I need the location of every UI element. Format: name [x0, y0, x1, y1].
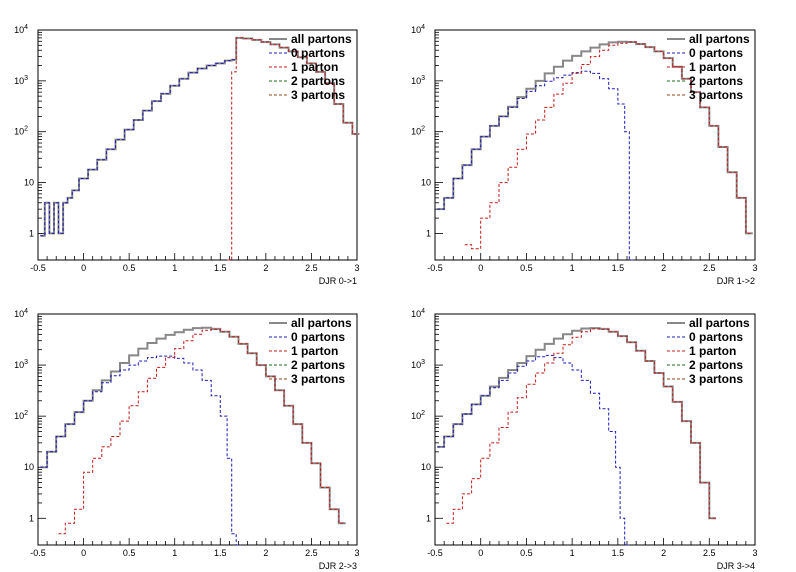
chart-panel-4: -0.5 0 0.5 1 1.5 2 2.5 3 1 10 102 103 104 DJR 3->4 all…: [411, 308, 757, 571]
x-tick-label: 1.5: [612, 548, 625, 558]
legend-label-all: all partons: [689, 316, 750, 330]
y-tick-label: 103: [14, 75, 28, 86]
y-tick-label: 102: [14, 410, 28, 421]
x-tick-label: 0: [81, 548, 86, 558]
legend-label-p3: 3 partons: [689, 372, 743, 386]
x-tick-label: 0.5: [520, 263, 533, 273]
x-tick-label: -0.5: [30, 263, 46, 273]
series-p1-line: [446, 328, 717, 524]
x-tick-label: -0.5: [30, 548, 46, 558]
x-tick-label: 1: [172, 548, 177, 558]
y-tick-label: 10: [421, 462, 431, 472]
legend-label-p2: 2 partons: [689, 358, 743, 372]
legend-label-p3: 3 partons: [291, 372, 345, 386]
series-p1-line: [58, 328, 346, 535]
x-axis-title: DJR 0->1: [319, 276, 357, 286]
x-tick-label: 1: [570, 548, 575, 558]
x-tick-label: 3: [752, 548, 757, 558]
y-tick-label: 102: [14, 126, 28, 137]
legend-label-p0: 0 partons: [689, 46, 743, 60]
y-tick-label: 103: [411, 359, 425, 370]
x-tick-label: 0: [478, 263, 483, 273]
x-axis-title: DJR 2->3: [319, 561, 357, 571]
legend-label-p2: 2 partons: [291, 74, 345, 88]
series-p0-line: [437, 354, 630, 546]
x-axis-title: DJR 1->2: [717, 276, 755, 286]
legend-label-all: all partons: [291, 316, 352, 330]
y-tick-label: 104: [411, 308, 425, 319]
legend-label-p1: 1 parton: [689, 60, 736, 74]
series-p0-line: [40, 59, 237, 237]
plot-frame: [37, 29, 358, 261]
legend-label-p3: 3 partons: [291, 88, 345, 102]
y-tick-label: 104: [14, 24, 28, 35]
x-tick-label: 3: [752, 263, 757, 273]
series-p1-line: [464, 41, 753, 250]
plot-frame: [37, 313, 358, 546]
y-tick-label: 103: [411, 75, 425, 86]
chart-panel-2: -0.5 0 0.5 1 1.5 2 2.5 3 1 10 102 103 104 DJR 1->2 all…: [411, 24, 757, 286]
series-p1-line: [227, 37, 360, 261]
y-tick-label: 10: [24, 178, 34, 188]
legend-label-p3: 3 partons: [689, 88, 743, 102]
y-tick-label: 102: [411, 126, 425, 137]
legend-label-all: all partons: [689, 32, 750, 46]
x-tick-label: 0: [478, 548, 483, 558]
x-tick-label: 2.5: [305, 263, 318, 273]
y-tick-label: 103: [14, 359, 28, 370]
y-tick-label: 1: [426, 513, 431, 523]
x-axis-title: DJR 3->4: [717, 561, 755, 571]
series-all-line: [437, 327, 717, 520]
y-tick-label: 10: [24, 462, 34, 472]
legend-label-p1: 1 parton: [291, 60, 338, 74]
x-tick-label: 2: [263, 263, 268, 273]
y-tick-label: 1: [29, 228, 34, 238]
x-tick-label: 0.5: [123, 263, 136, 273]
y-tick-label: 104: [14, 308, 28, 319]
y-tick-label: 10: [421, 178, 431, 188]
x-tick-label: 2.5: [703, 263, 716, 273]
legend-label-p2: 2 partons: [291, 358, 345, 372]
x-tick-label: -0.5: [427, 263, 443, 273]
x-tick-label: 0.5: [123, 548, 136, 558]
x-tick-label: 2.5: [703, 548, 716, 558]
legend-label-all: all partons: [291, 32, 352, 46]
x-tick-label: 3: [354, 263, 359, 273]
legend-label-p0: 0 partons: [291, 46, 345, 60]
plot-frame: [434, 313, 756, 546]
y-tick-label: 104: [411, 24, 425, 35]
x-tick-label: 1.5: [612, 263, 625, 273]
x-tick-label: 2: [661, 548, 666, 558]
x-tick-label: 3: [354, 548, 359, 558]
x-tick-label: 0.5: [520, 548, 533, 558]
series-p0-line: [437, 70, 634, 261]
legend-label-p2: 2 partons: [689, 74, 743, 88]
x-tick-label: 2.5: [305, 548, 318, 558]
y-tick-label: 1: [29, 513, 34, 523]
chart-panel-1: -0.5 0 0.5 1 1.5 2 2.5 3 1 10 102 103 104 DJR 0->1 all…: [14, 24, 359, 286]
plot-frame: [434, 29, 756, 261]
y-tick-label: 1: [426, 228, 431, 238]
x-tick-label: 1.5: [214, 548, 227, 558]
y-tick-label: 102: [411, 410, 425, 421]
chart-panel-3: -0.5 0 0.5 1 1.5 2 2.5 3 1 10 102 103 104 DJR 2->3 all…: [14, 308, 359, 571]
legend-label-p0: 0 partons: [689, 330, 743, 344]
x-tick-label: 1.5: [214, 263, 227, 273]
series-p0-line: [40, 355, 241, 546]
legend-label-p1: 1 parton: [291, 344, 338, 358]
x-tick-label: -0.5: [427, 548, 443, 558]
legend-label-p0: 0 partons: [291, 330, 345, 344]
x-tick-label: 1: [570, 263, 575, 273]
x-tick-label: 2: [661, 263, 666, 273]
x-tick-label: 2: [263, 548, 268, 558]
legend-label-p1: 1 parton: [689, 344, 736, 358]
x-tick-label: 0: [81, 263, 86, 273]
x-tick-label: 1: [172, 263, 177, 273]
